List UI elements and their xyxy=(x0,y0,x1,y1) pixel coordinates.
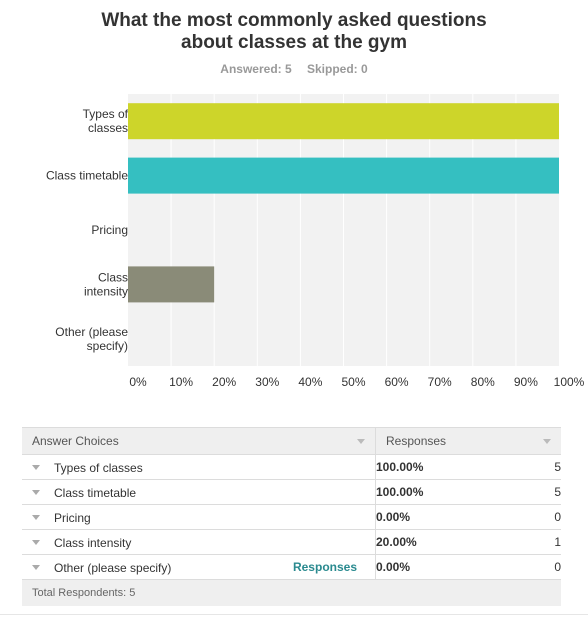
table-header: Answer Choices Responses xyxy=(22,427,561,455)
row-label: Class timetable xyxy=(54,485,137,500)
y-category-label: Class intensity xyxy=(84,270,128,298)
y-category-label: Pricing xyxy=(91,223,128,237)
x-tick-label: 40% xyxy=(298,375,322,389)
row-dropdown-icon[interactable] xyxy=(32,514,40,520)
title-line-2: about classes at the gym xyxy=(181,32,407,53)
x-tick-label: 0% xyxy=(129,375,147,389)
header-answer-choices[interactable]: Answer Choices xyxy=(22,427,376,455)
table-row: Class timetable 100.00% 5 xyxy=(22,479,561,505)
chart-title: What the most commonly asked questions a… xyxy=(0,10,588,54)
x-tick-label: 20% xyxy=(212,375,236,389)
sort-chevron-icon[interactable] xyxy=(543,439,551,444)
x-tick-label: 60% xyxy=(385,375,409,389)
x-tick-label: 90% xyxy=(514,375,538,389)
row-count: 0 xyxy=(538,504,561,530)
row-count: 1 xyxy=(538,529,561,555)
answered-count: Answered: 5 xyxy=(220,62,292,76)
bar-chart: 0% 10% 20% 30% 40% 50% 60% 70% 80% 90% 100% Types o… xyxy=(46,94,585,389)
divider xyxy=(0,614,588,615)
row-percent: 0.00% xyxy=(375,554,539,580)
row-label: Pricing xyxy=(54,510,91,525)
y-category-label: Class timetable xyxy=(46,169,128,183)
row-count: 5 xyxy=(538,479,561,505)
row-dropdown-icon[interactable] xyxy=(32,464,40,470)
skipped-count: Skipped: 0 xyxy=(307,62,368,76)
row-percent: 100.00% xyxy=(375,454,539,480)
responses-table: Answer Choices Responses Types of classe… xyxy=(22,427,561,606)
total-respondents: Total Respondents: 5 xyxy=(22,579,561,606)
total-row: Total Respondents: 5 xyxy=(22,579,561,606)
table-row: Types of classes 100.00% 5 xyxy=(22,454,561,480)
bar xyxy=(128,266,215,303)
x-tick-label: 30% xyxy=(255,375,279,389)
row-percent: 0.00% xyxy=(375,504,539,530)
table-row: Other (please specify) Responses 0.00% 0 xyxy=(22,554,561,580)
x-tick-label: 80% xyxy=(471,375,495,389)
row-dropdown-icon[interactable] xyxy=(32,564,40,570)
x-tick-label: 50% xyxy=(341,375,365,389)
row-label: Types of classes xyxy=(54,460,143,475)
row-dropdown-icon[interactable] xyxy=(32,489,40,495)
title-line-1: What the most commonly asked questions xyxy=(101,10,487,31)
header-responses[interactable]: Responses xyxy=(375,427,561,455)
table-row: Pricing 0.00% 0 xyxy=(22,504,561,530)
row-percent: 100.00% xyxy=(375,479,539,505)
sort-chevron-icon[interactable] xyxy=(357,439,365,444)
bar xyxy=(128,157,559,194)
row-percent: 20.00% xyxy=(375,529,539,555)
y-category-label: Types of classes xyxy=(83,107,129,135)
row-count: 0 xyxy=(538,554,561,580)
answered-skipped: Answered: 5 Skipped: 0 xyxy=(0,62,588,76)
row-count: 5 xyxy=(538,454,561,480)
y-category-label: Other (please specify) xyxy=(55,325,128,353)
x-tick-label: 10% xyxy=(169,375,193,389)
row-label: Class intensity xyxy=(54,535,132,550)
row-dropdown-icon[interactable] xyxy=(32,539,40,545)
bar xyxy=(128,103,559,140)
row-label: Other (please specify) xyxy=(54,560,172,575)
x-tick-label: 70% xyxy=(428,375,452,389)
responses-link[interactable]: Responses xyxy=(292,560,357,574)
table-row: Class intensity 20.00% 1 xyxy=(22,529,561,555)
x-tick-label: 100% xyxy=(554,375,585,389)
